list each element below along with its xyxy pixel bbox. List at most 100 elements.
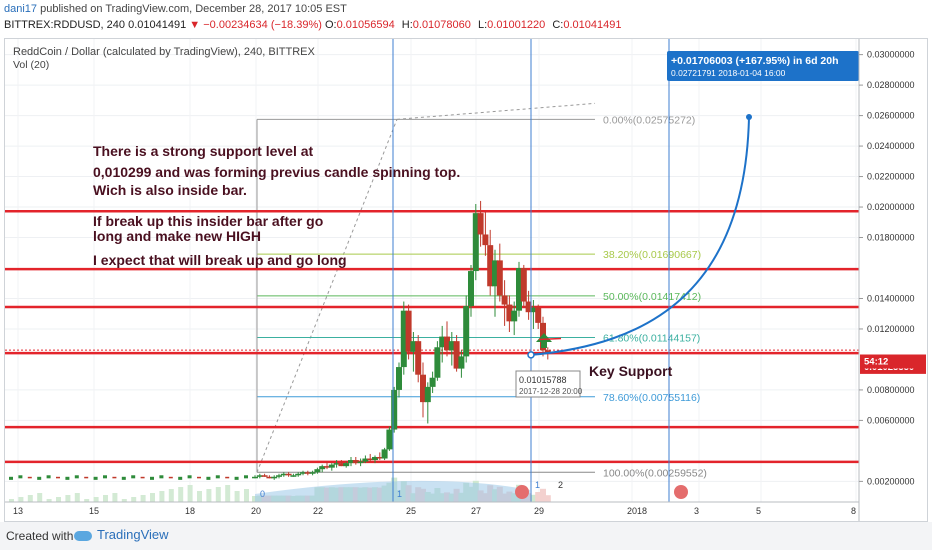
volume-bar — [535, 492, 542, 502]
candle-body — [280, 473, 287, 476]
volume-bar — [18, 497, 24, 502]
candle-body — [338, 463, 345, 467]
candle-body — [140, 476, 145, 479]
volume-bar — [215, 487, 221, 502]
candle-body — [314, 469, 321, 473]
candle-body — [453, 341, 460, 369]
candle-body — [266, 476, 273, 479]
candle-body — [391, 389, 398, 430]
up-arrow-icon — [536, 333, 552, 348]
chart-header: dani17 published on TradingView.com, Dec… — [0, 0, 932, 38]
candle-body — [520, 268, 527, 302]
x-tick-label: 20 — [251, 506, 261, 516]
tradingview-logo[interactable]: TradingView — [74, 527, 169, 542]
vertical-line-label: 1 — [397, 489, 402, 499]
annotation-line: long and make new HIGH — [93, 228, 261, 244]
candle-body — [468, 271, 474, 307]
x-tick-label: 2018 — [627, 506, 647, 516]
candle-body — [150, 476, 154, 480]
projection-target-dot — [746, 114, 752, 121]
candle-body — [256, 475, 263, 477]
candle-body — [367, 458, 374, 461]
fib-extension-line — [396, 102, 596, 120]
y-tick-label: 0.02000000 — [867, 202, 915, 212]
x-tick-label: 3 — [694, 506, 699, 516]
candle-body — [290, 475, 297, 477]
candle-body — [234, 476, 239, 480]
candle-body — [463, 306, 470, 357]
candle-body — [544, 350, 551, 354]
publish-info: dani17 published on TradingView.com, Dec… — [4, 3, 347, 15]
open-label: O: — [324, 19, 337, 31]
candle-body — [362, 458, 369, 462]
projection-label: +0.01706003 (+167.95%) in 6d 20h — [671, 55, 839, 67]
candle-body — [492, 260, 498, 287]
volume-bar — [197, 491, 202, 502]
candle-body — [304, 472, 311, 474]
candle-body — [112, 476, 117, 479]
volume-bar — [544, 495, 551, 502]
ohlc-bar: BITTREX:RDDUSD, 240 0.01041491 ▼ −0.0023… — [4, 19, 625, 31]
low-label: L: — [477, 19, 488, 31]
volume-bar — [244, 489, 249, 502]
footer: Created with TradingView — [0, 522, 932, 550]
y-tick-label: 0.02400000 — [867, 141, 915, 151]
volume-bar — [27, 495, 33, 502]
candle-body — [84, 476, 89, 479]
candle-body — [348, 460, 354, 464]
candle-body — [429, 377, 436, 387]
author-link[interactable]: dani17 — [4, 3, 38, 15]
x-tick-label: 5 — [756, 506, 761, 516]
y-tick-label: 0.00600000 — [867, 415, 915, 425]
candle-body — [448, 341, 455, 351]
volume-bar — [84, 499, 90, 502]
candle-body — [46, 475, 51, 479]
event-label: 2 — [558, 480, 563, 490]
annotation-line: There is a strong support level at — [93, 143, 314, 159]
volume-bar — [9, 499, 14, 502]
candle-body — [535, 307, 542, 323]
candle-body — [415, 341, 422, 375]
candle-body — [225, 476, 230, 479]
candle-body — [103, 475, 107, 479]
candle-body — [131, 475, 136, 479]
candle-body — [168, 476, 173, 479]
y-tick-label: 0.02600000 — [867, 111, 915, 121]
fib-level-label: 100.00%(0.00259552) — [603, 467, 707, 479]
x-tick-label: 25 — [406, 506, 416, 516]
volume-bar — [206, 489, 212, 502]
fib-retracement: 0.00%(0.02575272) 38.20%(0.01690667) 50.00… — [256, 102, 707, 479]
high-value: 0.01078060 — [412, 19, 471, 31]
candle-body — [357, 461, 364, 464]
volume-bar — [112, 493, 118, 502]
candle-body — [206, 476, 211, 480]
candle-body — [458, 356, 465, 369]
price-tag — [860, 354, 926, 369]
candle-body — [434, 347, 441, 378]
annotation-line: If break up this insider bar after go — [93, 213, 323, 229]
candle-body — [439, 336, 446, 348]
candle-body — [477, 213, 484, 235]
candle-body — [420, 374, 426, 403]
candle-body — [65, 476, 70, 480]
chart-panel[interactable]: 0.00%(0.02575272) 38.20%(0.01690667) 50.00… — [4, 38, 928, 522]
candle-body — [424, 386, 431, 403]
fib-level-label: 78.60%(0.00755116) — [603, 392, 700, 404]
candle-body — [506, 304, 513, 322]
candle-body — [530, 307, 537, 313]
close-value: 0.01041491 — [563, 19, 622, 31]
candle-body — [271, 476, 278, 479]
vertical-line-label: 0 — [260, 489, 265, 499]
x-tick-label: 15 — [89, 506, 99, 516]
candle-body — [121, 476, 126, 480]
candle-body — [376, 456, 383, 459]
candle-body — [343, 463, 350, 467]
candle-body — [215, 475, 220, 479]
y-tick-label: 0.03000000 — [867, 50, 915, 60]
drawings: 1 0 +0.01706003 (+167.95%) in 6d 20h0.0272… — [260, 39, 859, 502]
candle-body — [18, 475, 23, 479]
price-chart[interactable]: 0.00%(0.02575272)38.20%(0.01690667)50.00… — [5, 39, 927, 521]
grid — [5, 39, 859, 502]
candle-body — [37, 476, 42, 480]
down-arrow-icon: ▼ — [189, 19, 201, 31]
